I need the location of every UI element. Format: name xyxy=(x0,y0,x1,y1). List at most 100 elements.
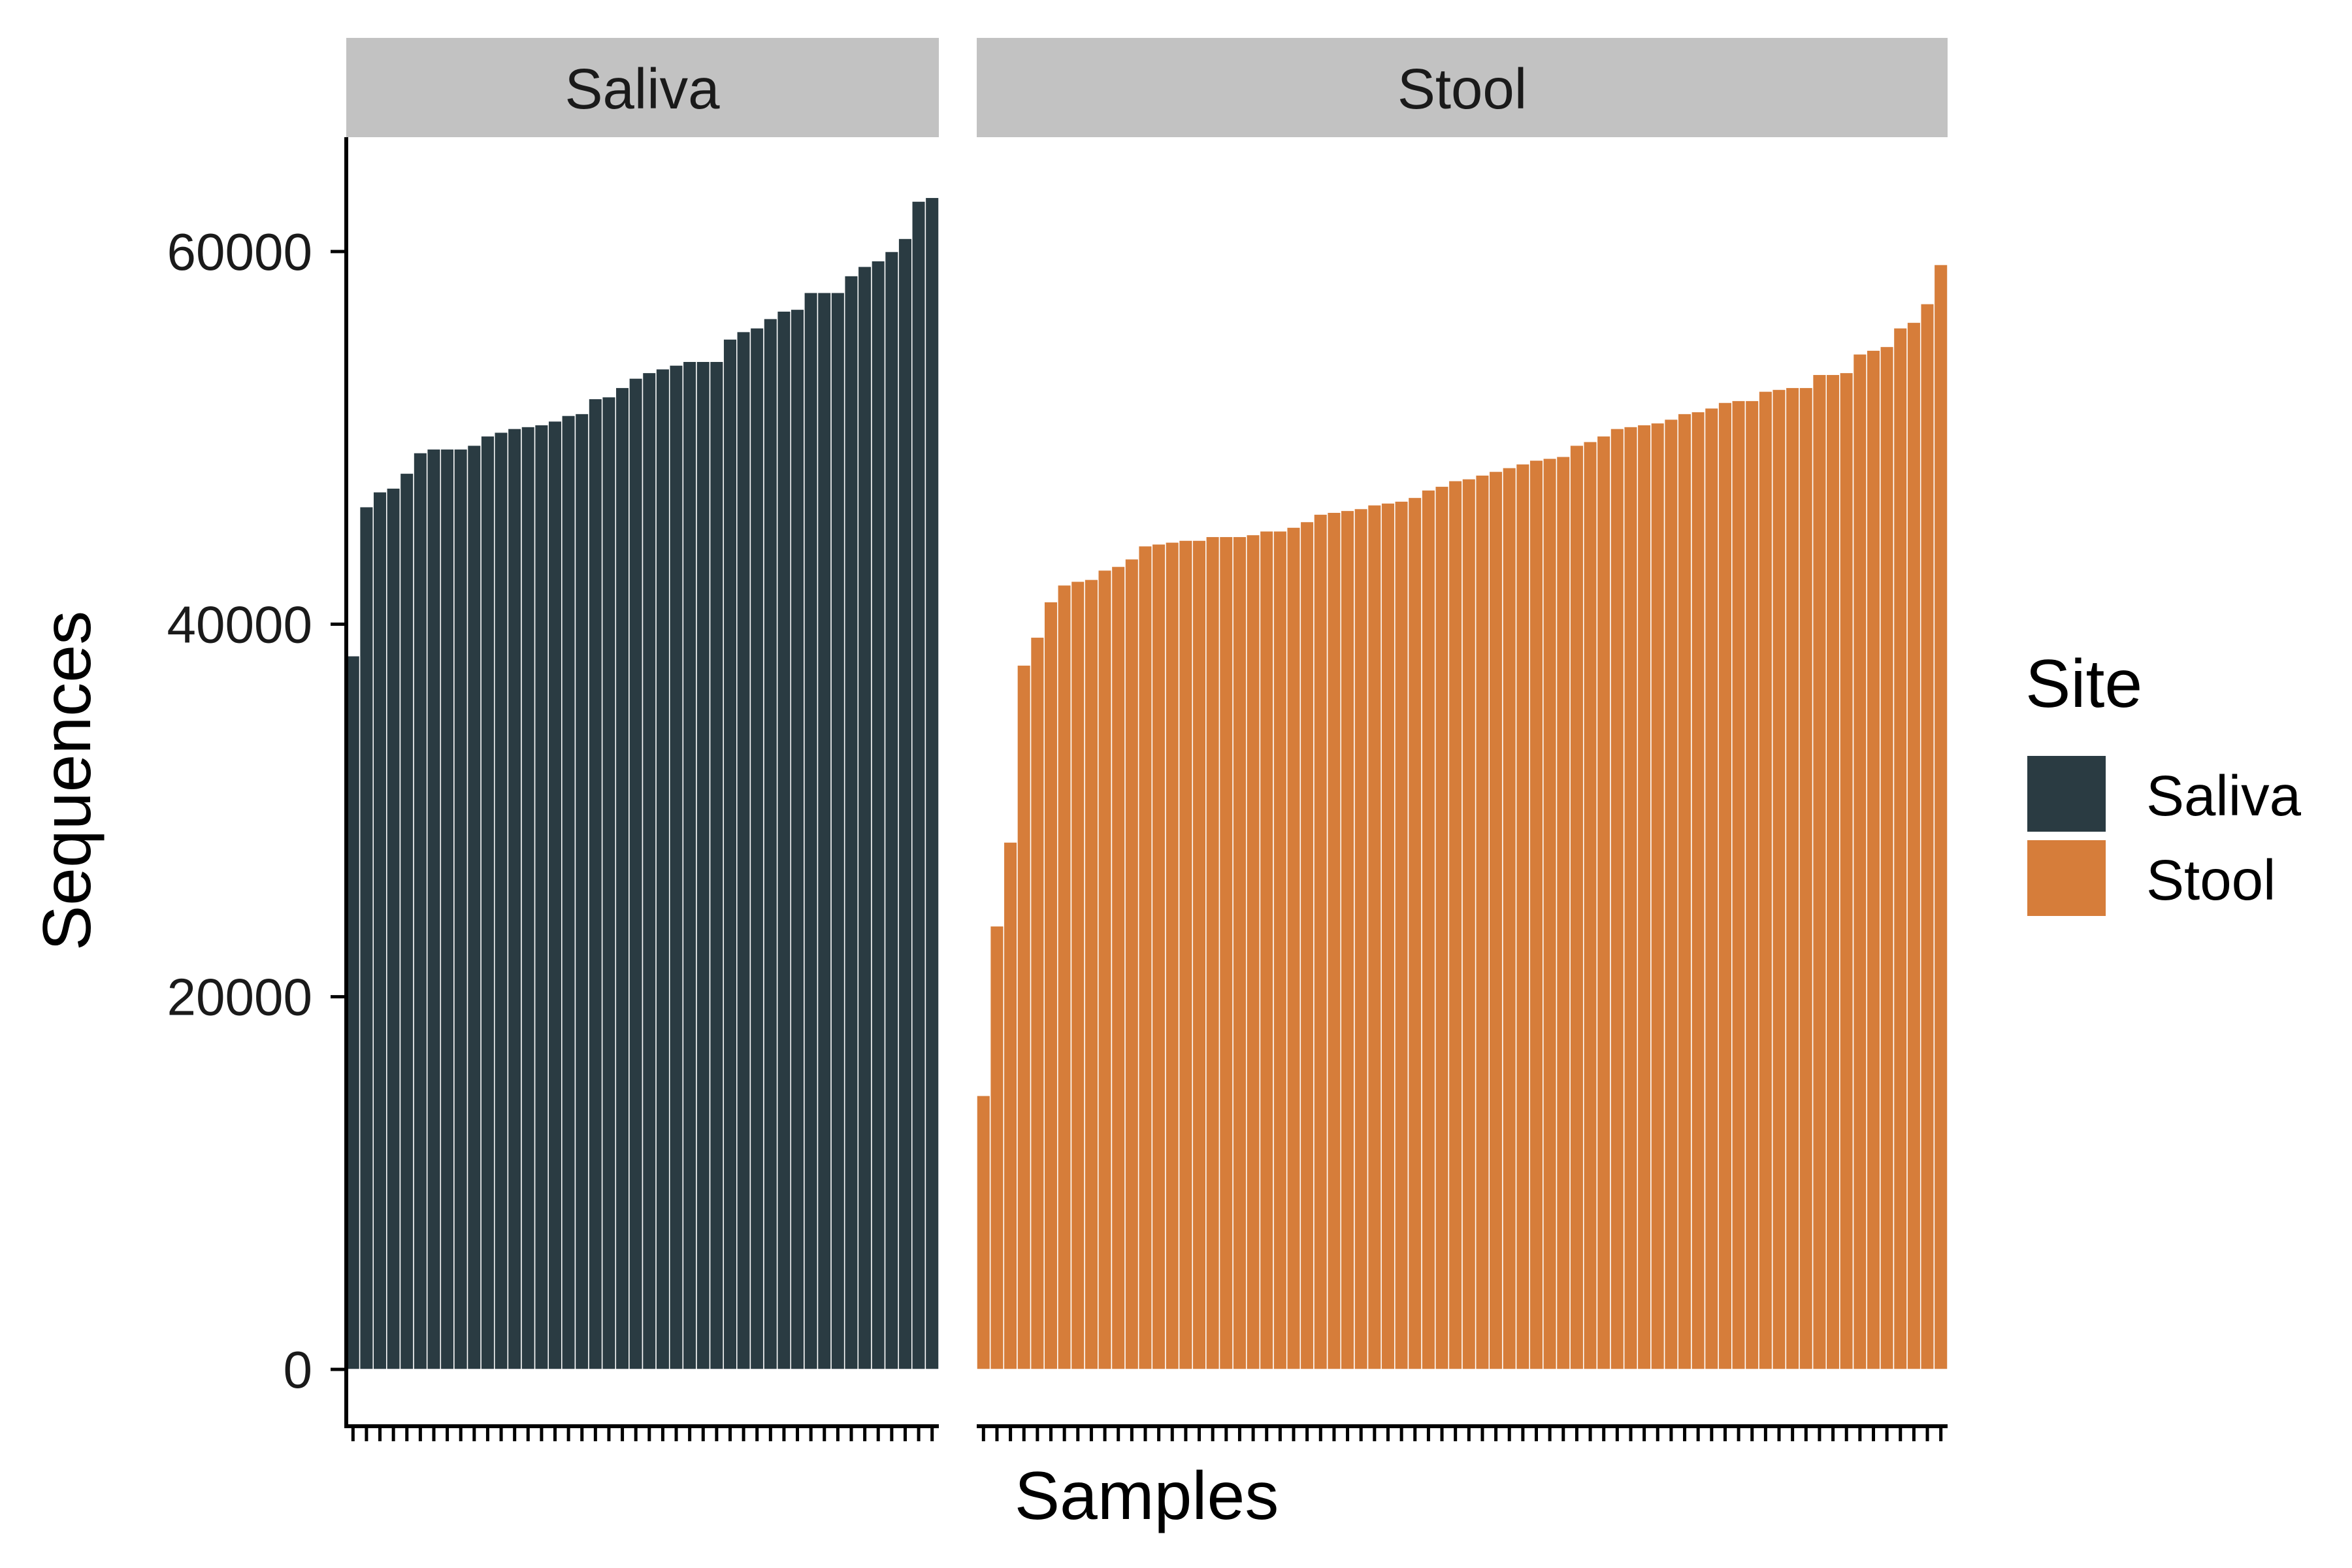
legend: Site Saliva Stool xyxy=(2025,646,2302,916)
y-axis-title: Sequences xyxy=(29,611,105,951)
bars-saliva xyxy=(346,197,939,1370)
bar-saliva-6 xyxy=(413,452,428,1370)
bar-stool-11 xyxy=(1111,566,1126,1370)
bar-stool-10 xyxy=(1098,569,1113,1370)
y-tick-label-0: 0 xyxy=(284,1341,313,1399)
bar-stool-18 xyxy=(1205,536,1220,1370)
bar-stool-48 xyxy=(1610,428,1625,1370)
bar-stool-34 xyxy=(1421,489,1436,1370)
facet-strip-label-saliva: Saliva xyxy=(565,57,721,121)
bar-saliva-42 xyxy=(898,238,913,1370)
bar-saliva-36 xyxy=(817,291,832,1370)
bar-saliva-26 xyxy=(682,361,697,1370)
bar-stool-32 xyxy=(1394,500,1409,1370)
bar-saliva-5 xyxy=(399,472,414,1370)
bar-stool-29 xyxy=(1354,508,1369,1370)
bar-stool-49 xyxy=(1623,426,1639,1370)
bar-stool-37 xyxy=(1462,478,1477,1370)
bar-saliva-31 xyxy=(749,327,764,1370)
y-ticks: 0 20000 40000 60000 xyxy=(167,223,346,1399)
bar-stool-15 xyxy=(1165,542,1180,1370)
facet-strip-label-stool: Stool xyxy=(1397,57,1527,121)
bar-saliva-34 xyxy=(790,308,805,1370)
facet-strip-saliva xyxy=(346,38,939,137)
bar-stool-23 xyxy=(1273,531,1288,1370)
bar-saliva-13 xyxy=(507,428,522,1370)
bar-saliva-39 xyxy=(857,266,872,1370)
bar-stool-44 xyxy=(1556,455,1571,1370)
bar-stool-8 xyxy=(1070,581,1085,1370)
bar-saliva-40 xyxy=(871,260,886,1370)
bar-stool-42 xyxy=(1529,459,1544,1370)
bar-stool-14 xyxy=(1151,543,1166,1370)
bar-stool-13 xyxy=(1137,545,1153,1370)
bar-stool-61 xyxy=(1785,387,1800,1370)
bar-saliva-44 xyxy=(924,197,939,1370)
legend-title: Site xyxy=(2025,646,2142,722)
bar-saliva-11 xyxy=(480,435,495,1370)
facet-panel-saliva: Saliva xyxy=(346,38,939,1441)
bar-saliva-27 xyxy=(696,361,711,1370)
bar-stool-62 xyxy=(1799,387,1814,1370)
bar-stool-1 xyxy=(976,1095,991,1370)
bar-saliva-20 xyxy=(601,396,617,1370)
bar-stool-35 xyxy=(1434,485,1450,1370)
bar-saliva-8 xyxy=(440,448,455,1370)
bar-stool-60 xyxy=(1771,389,1787,1370)
bar-saliva-21 xyxy=(615,387,630,1370)
bar-stool-3 xyxy=(1003,841,1018,1370)
bar-saliva-15 xyxy=(534,424,549,1370)
facet-strip-stool xyxy=(977,38,1948,137)
x-ticks-stool xyxy=(981,1428,1943,1441)
bar-saliva-30 xyxy=(736,331,751,1370)
bar-saliva-1 xyxy=(346,655,361,1370)
bar-stool-70 xyxy=(1906,321,1921,1370)
bar-stool-9 xyxy=(1084,579,1099,1370)
legend-label-stool: Stool xyxy=(2146,849,2276,912)
bar-saliva-16 xyxy=(547,420,563,1370)
x-ticks-saliva xyxy=(351,1428,934,1441)
bar-stool-66 xyxy=(1852,353,1867,1370)
bar-saliva-35 xyxy=(804,291,819,1370)
bar-stool-39 xyxy=(1488,470,1503,1370)
bar-stool-36 xyxy=(1448,480,1463,1370)
bar-saliva-10 xyxy=(466,444,482,1370)
bar-stool-22 xyxy=(1259,531,1274,1370)
bar-saliva-43 xyxy=(911,201,926,1370)
bar-stool-31 xyxy=(1380,502,1396,1370)
bar-stool-53 xyxy=(1677,413,1692,1370)
bar-stool-38 xyxy=(1475,474,1490,1370)
bar-stool-28 xyxy=(1340,510,1355,1370)
bar-stool-5 xyxy=(1030,636,1045,1370)
bar-stool-4 xyxy=(1017,664,1032,1370)
bar-saliva-2 xyxy=(359,506,374,1370)
bar-stool-65 xyxy=(1839,372,1854,1370)
bar-stool-54 xyxy=(1691,411,1706,1370)
bar-stool-33 xyxy=(1407,497,1422,1370)
bar-stool-46 xyxy=(1583,441,1598,1370)
bar-stool-41 xyxy=(1515,463,1530,1370)
bar-stool-2 xyxy=(989,925,1005,1370)
legend-key-saliva xyxy=(2027,756,2106,832)
bar-stool-57 xyxy=(1731,400,1746,1370)
bar-saliva-29 xyxy=(723,338,738,1370)
y-tick-label-40000: 40000 xyxy=(167,595,312,653)
bar-saliva-25 xyxy=(668,365,684,1370)
legend-label-saliva: Saliva xyxy=(2146,764,2302,828)
bars-stool xyxy=(976,264,1948,1370)
bar-stool-24 xyxy=(1286,527,1301,1370)
bar-stool-40 xyxy=(1502,467,1517,1370)
bar-saliva-24 xyxy=(655,368,670,1370)
bar-saliva-28 xyxy=(709,361,724,1370)
bar-stool-68 xyxy=(1880,346,1895,1370)
bar-stool-12 xyxy=(1124,558,1139,1370)
bar-saliva-12 xyxy=(494,431,509,1370)
bar-stool-16 xyxy=(1178,540,1193,1370)
bar-stool-59 xyxy=(1758,391,1773,1370)
bar-stool-21 xyxy=(1246,534,1261,1370)
bar-stool-50 xyxy=(1637,424,1652,1370)
bar-stool-6 xyxy=(1043,601,1058,1370)
bar-stool-55 xyxy=(1704,407,1719,1370)
bar-stool-17 xyxy=(1192,540,1207,1370)
